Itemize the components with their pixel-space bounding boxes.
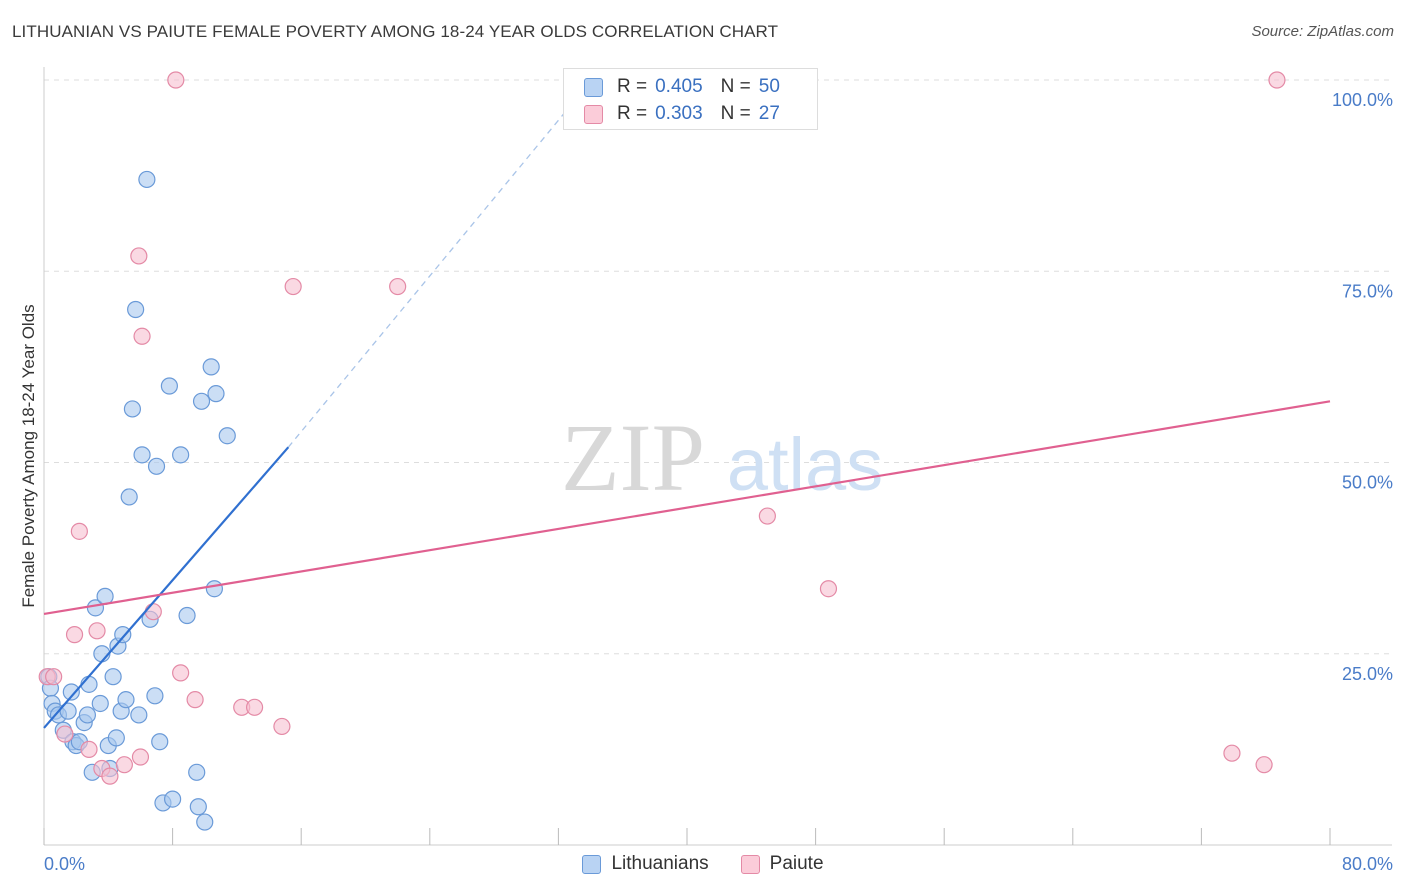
lithuanian-point — [117, 691, 135, 709]
paiute-point — [80, 740, 98, 758]
lithuanian-point — [151, 733, 169, 751]
paiute-point — [45, 668, 63, 686]
pink-swatch-icon — [584, 104, 603, 124]
paiute-point — [758, 507, 776, 525]
source-credit: Source: ZipAtlas.com — [1251, 23, 1394, 40]
y-tick-label: 100.0% — [1332, 90, 1393, 110]
lithuanian-trend-line — [43, 446, 290, 729]
paiute-point — [273, 717, 291, 736]
r-label: R = — [617, 103, 648, 124]
paiute-point — [245, 698, 264, 716]
axes — [43, 67, 1392, 846]
legend-item-paiute[interactable]: Paiute — [740, 853, 824, 875]
lithuanian-point — [91, 694, 109, 713]
lithuanian-point — [164, 790, 182, 808]
lithuanian-point — [114, 626, 132, 644]
correlation-legend: R = 0.405 N = 50 R = 0.303 N = 27 — [563, 68, 818, 130]
gridlines — [44, 79, 1392, 655]
legend-label: Paiute — [769, 853, 824, 874]
paiute-point — [101, 767, 119, 785]
chart-title: LITHUANIAN VS PAIUTE FEMALE POVERTY AMON… — [12, 22, 779, 41]
lithuanian-trend-extension — [287, 110, 567, 448]
paiute-point — [130, 247, 148, 265]
lithuanian-point — [146, 687, 164, 705]
lithuanian-point — [133, 446, 151, 464]
paiute-point — [186, 691, 204, 709]
lithuanian-point — [120, 488, 138, 506]
y-tick-label: 50.0% — [1342, 473, 1393, 493]
lithuanian-point — [123, 400, 142, 418]
lithuanian-point — [202, 358, 220, 376]
paiute-point — [88, 622, 106, 640]
tick-labels: 25.0% 50.0% 75.0% 100.0% 0.0% 80.0% — [44, 90, 1393, 874]
lithuanian-point — [189, 798, 207, 816]
legend-item-lithuanians[interactable]: Lithuanians — [582, 853, 709, 875]
legend-label: Lithuanians — [611, 853, 709, 874]
lithuanian-point — [207, 385, 225, 403]
y-tick-label: 75.0% — [1342, 281, 1393, 301]
paiute-point — [1223, 744, 1241, 762]
paiute-trend-line — [43, 400, 1331, 616]
paiute-point — [1268, 71, 1286, 89]
paiute-point — [819, 580, 838, 598]
paiute-point — [70, 522, 88, 540]
paiute-point — [284, 277, 302, 296]
lithuanian-point — [62, 683, 80, 701]
lithuanian-point — [80, 675, 98, 693]
n-label: N = — [720, 103, 751, 124]
lithuanian-point — [59, 702, 77, 720]
paiute-point — [131, 748, 150, 766]
series-legend: Lithuanians Paiute — [0, 852, 1406, 876]
data-points — [38, 71, 1286, 831]
lithuanian-point — [130, 706, 148, 724]
lithuanian-point — [172, 446, 190, 464]
lithuanian-point — [192, 392, 211, 410]
n-value: 27 — [758, 103, 780, 124]
blue-swatch-icon — [584, 77, 603, 97]
legend-row-lithuanians: R = 0.405 N = 50 — [584, 75, 780, 99]
y-tick-label: 25.0% — [1342, 664, 1393, 684]
paiute-point — [1255, 756, 1273, 774]
lithuanian-point — [78, 706, 97, 724]
paiute-point — [133, 327, 151, 345]
legend-row-paiute: R = 0.303 N = 27 — [584, 102, 780, 126]
lithuanian-point — [160, 377, 178, 395]
paiute-point — [389, 277, 407, 296]
lithuanian-point — [205, 580, 223, 598]
lithuanian-point — [196, 813, 214, 831]
lithuanian-point — [178, 606, 196, 625]
lithuanian-point — [138, 170, 156, 189]
lithuanian-point — [147, 457, 166, 475]
x-tick-label-min: 0.0% — [44, 854, 85, 874]
lithuanian-point — [127, 300, 145, 319]
r-label: R = — [617, 76, 648, 97]
r-value: 0.405 — [655, 76, 703, 97]
pink-swatch-icon — [740, 854, 760, 874]
x-tick-label-max: 80.0% — [1342, 854, 1393, 874]
paiute-point — [65, 626, 84, 644]
paiute-point — [115, 756, 133, 774]
watermark: ZIP atlas — [561, 404, 883, 511]
paiute-point — [172, 664, 190, 682]
watermark-zip: ZIP — [561, 404, 705, 511]
paiute-point — [144, 603, 162, 621]
lithuanian-point — [218, 427, 236, 445]
n-label: N = — [720, 76, 751, 97]
paiute-point — [167, 71, 185, 89]
lithuanian-point — [188, 763, 206, 781]
n-value: 50 — [758, 76, 780, 97]
watermark-atlas: atlas — [727, 423, 883, 506]
lithuanian-point — [104, 668, 122, 686]
trend-lines — [43, 110, 1331, 729]
paiute-point — [56, 725, 74, 743]
r-value: 0.303 — [655, 103, 703, 124]
lithuanian-point — [107, 729, 125, 747]
blue-swatch-icon — [582, 854, 602, 874]
